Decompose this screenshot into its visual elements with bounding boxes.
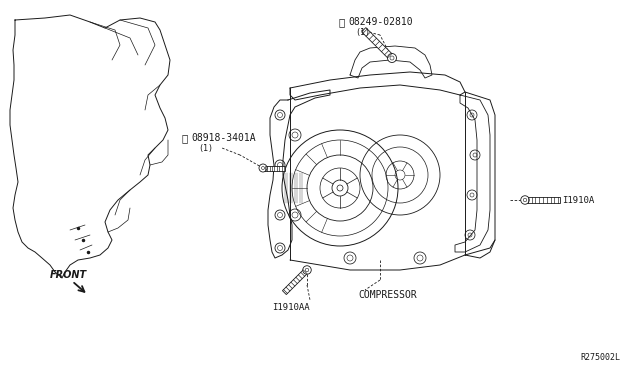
- Text: (1): (1): [198, 144, 213, 153]
- Circle shape: [303, 266, 311, 274]
- Text: Ⓝ: Ⓝ: [182, 133, 188, 143]
- Polygon shape: [362, 28, 394, 60]
- Text: COMPRESSOR: COMPRESSOR: [358, 290, 417, 300]
- Polygon shape: [525, 197, 560, 203]
- Text: (1): (1): [355, 28, 370, 36]
- Text: I1910A: I1910A: [562, 196, 595, 205]
- Circle shape: [521, 196, 529, 204]
- Polygon shape: [282, 268, 309, 295]
- Text: Ⓢ: Ⓢ: [339, 17, 345, 27]
- Circle shape: [387, 54, 397, 62]
- Circle shape: [259, 164, 267, 172]
- Text: 08918-3401A: 08918-3401A: [191, 133, 255, 143]
- Text: FRONT: FRONT: [50, 270, 87, 280]
- Text: 08249-02810: 08249-02810: [348, 17, 413, 27]
- Polygon shape: [263, 166, 285, 170]
- Text: I1910AA: I1910AA: [272, 304, 310, 312]
- Text: R275002L: R275002L: [580, 353, 620, 362]
